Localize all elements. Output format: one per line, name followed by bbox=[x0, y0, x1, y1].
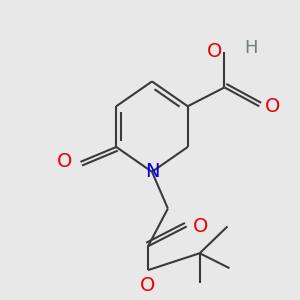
Text: O: O bbox=[140, 276, 156, 295]
Text: O: O bbox=[207, 42, 223, 61]
Text: O: O bbox=[265, 97, 280, 116]
Text: O: O bbox=[193, 217, 208, 236]
Text: O: O bbox=[57, 152, 73, 171]
Text: H: H bbox=[244, 39, 258, 57]
Text: N: N bbox=[145, 162, 159, 181]
